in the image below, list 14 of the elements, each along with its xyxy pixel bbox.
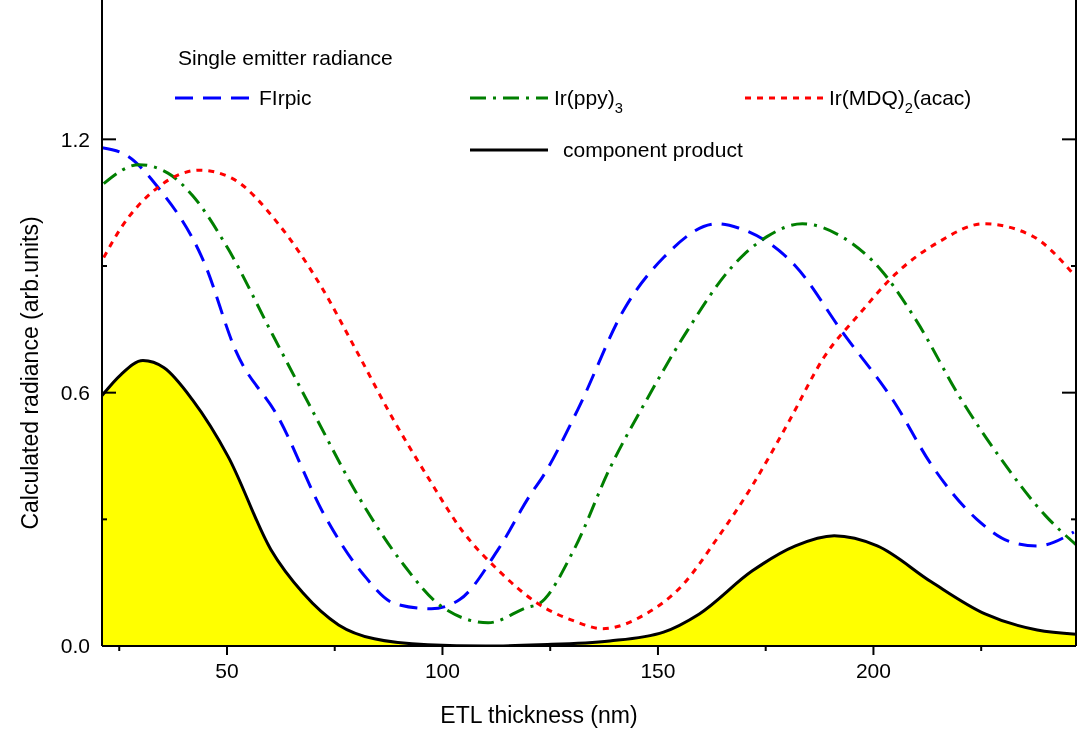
x-tick-label: 100 (424, 659, 460, 682)
x-tick-label: 200 (855, 659, 891, 682)
y-axis-title: Calculated radiance (arb.units) (17, 216, 43, 530)
x-tick-label: 50 (215, 659, 239, 682)
legend-title: Single emitter radiance (178, 46, 393, 69)
y-tick-label: 1.2 (60, 127, 90, 151)
legend-label: Ir(ppy)$_{3}$ (554, 86, 623, 116)
legend-label: Ir(MDQ)$_{2}$(acac) (829, 86, 972, 116)
legend-label: component product (563, 138, 743, 161)
legend-label: FIrpic (259, 86, 312, 109)
x-axis-title: ETL thickness (nm) (440, 702, 638, 728)
y-tick-label: 0.0 (60, 634, 90, 658)
x-tick-label: 150 (640, 659, 676, 682)
y-tick-label: 0.6 (60, 381, 90, 405)
